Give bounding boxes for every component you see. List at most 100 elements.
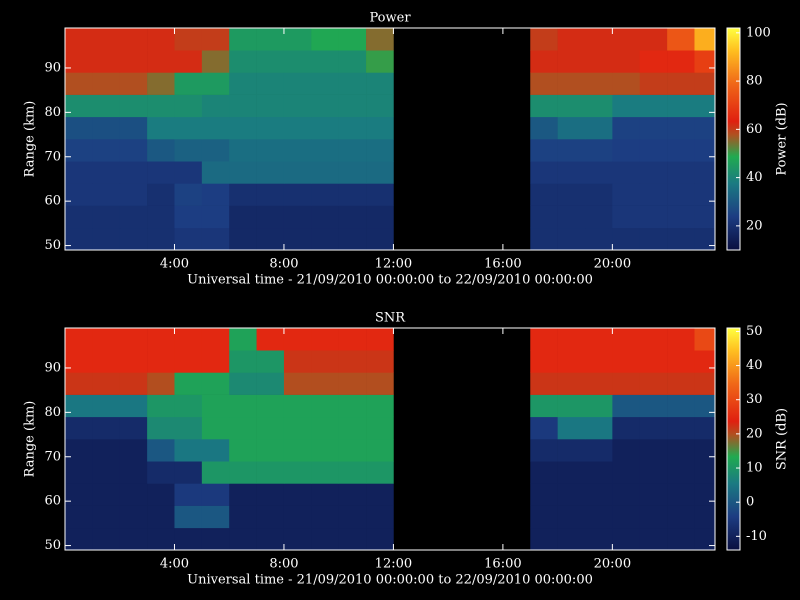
heat-cell [612,350,640,373]
heat-cell [92,183,120,206]
heat-cell [612,228,640,251]
heat-cell [640,417,668,440]
heat-cell [229,161,257,184]
heat-cell [92,461,120,484]
heat-cell [612,461,640,484]
x-tick-label: 16:00 [484,257,521,272]
heat-cell [612,483,640,506]
heat-cell [339,161,367,184]
heat-cell [147,372,175,395]
heat-cell [640,139,668,162]
y-tick-label: 80 [44,405,61,420]
y-tick-label: 50 [44,538,61,553]
heat-cell [174,483,202,506]
heat-cell [640,372,668,395]
heat-cell [558,328,586,351]
heat-cell [667,161,695,184]
heat-cell [530,95,558,118]
heat-cell [202,328,230,351]
heat-cell [257,372,285,395]
heat-cell [558,350,586,373]
heat-cell [612,439,640,462]
heat-cell [585,395,613,418]
heat-cell [612,50,640,72]
heat-cell [585,528,613,551]
heat-cell [585,183,613,206]
heat-cell [202,28,230,51]
heat-cell [694,483,715,506]
heat-cell [202,72,230,95]
heat-cell [366,50,394,72]
heat-cell [92,483,120,506]
x-axis-title: Universal time - 21/09/2010 00:00:00 to … [187,273,593,288]
heat-cell [92,206,120,229]
heat-cell [339,395,367,418]
heat-cell [92,28,120,51]
heat-cell [530,72,558,95]
heat-cell [339,228,367,251]
heat-cell [585,161,613,184]
chart-title: SNR [375,311,406,326]
heat-cell [147,395,175,418]
heat-cell [257,439,285,462]
heat-cell [92,228,120,251]
heat-cell [667,350,695,373]
heat-cell [174,183,202,206]
heat-cell [530,528,558,551]
heat-cell [558,395,586,418]
heat-cell [257,528,285,551]
heat-cell [65,28,93,51]
heat-cell [558,139,586,162]
heat-cell [667,206,695,229]
heat-cell [65,350,93,373]
heat-cell [229,528,257,551]
heat-cell [284,328,312,351]
colorbar-title: SNR (dB) [775,408,790,470]
heat-cell [366,161,394,184]
heat-cell [92,372,120,395]
heat-cell [65,206,93,229]
heat-cell [202,139,230,162]
heat-cell [120,28,148,51]
heat-cell [694,528,715,551]
colorbar-tick-label: -10 [746,529,767,544]
heat-cell [284,117,312,140]
heat-cell [229,350,257,373]
colorbar-title: Power (dB) [775,102,790,175]
y-axis-title: Range (km) [23,101,38,178]
colorbar-tick-label: 60 [746,122,763,137]
y-tick-label: 60 [44,494,61,509]
heat-cell [339,50,367,72]
heat-cell [311,417,339,440]
heat-cell [257,483,285,506]
y-tick-label: 60 [44,194,61,209]
heat-cell [147,95,175,118]
heat-cell [640,117,668,140]
heat-cell [612,328,640,351]
heat-cell [65,183,93,206]
heat-cell [311,439,339,462]
heat-cell [120,161,148,184]
colorbar-tick-label: 0 [746,495,754,510]
heat-cell [147,328,175,351]
heat-cell [92,417,120,440]
heat-cell [558,95,586,118]
heat-cell [284,72,312,95]
heat-cell [530,506,558,528]
heat-cell [120,372,148,395]
x-tick-label: 4:00 [160,257,189,272]
heat-cell [202,95,230,118]
heat-cell [667,50,695,72]
heat-cell [640,206,668,229]
heat-cell [694,139,715,162]
heat-cell [558,228,586,251]
heat-cell [147,350,175,373]
heat-cell [339,350,367,373]
x-tick-label: 12:00 [375,557,412,572]
heat-cell [120,506,148,528]
y-tick-label: 50 [44,238,61,253]
heat-cell [585,50,613,72]
heat-cell [339,417,367,440]
heat-cell [120,528,148,551]
